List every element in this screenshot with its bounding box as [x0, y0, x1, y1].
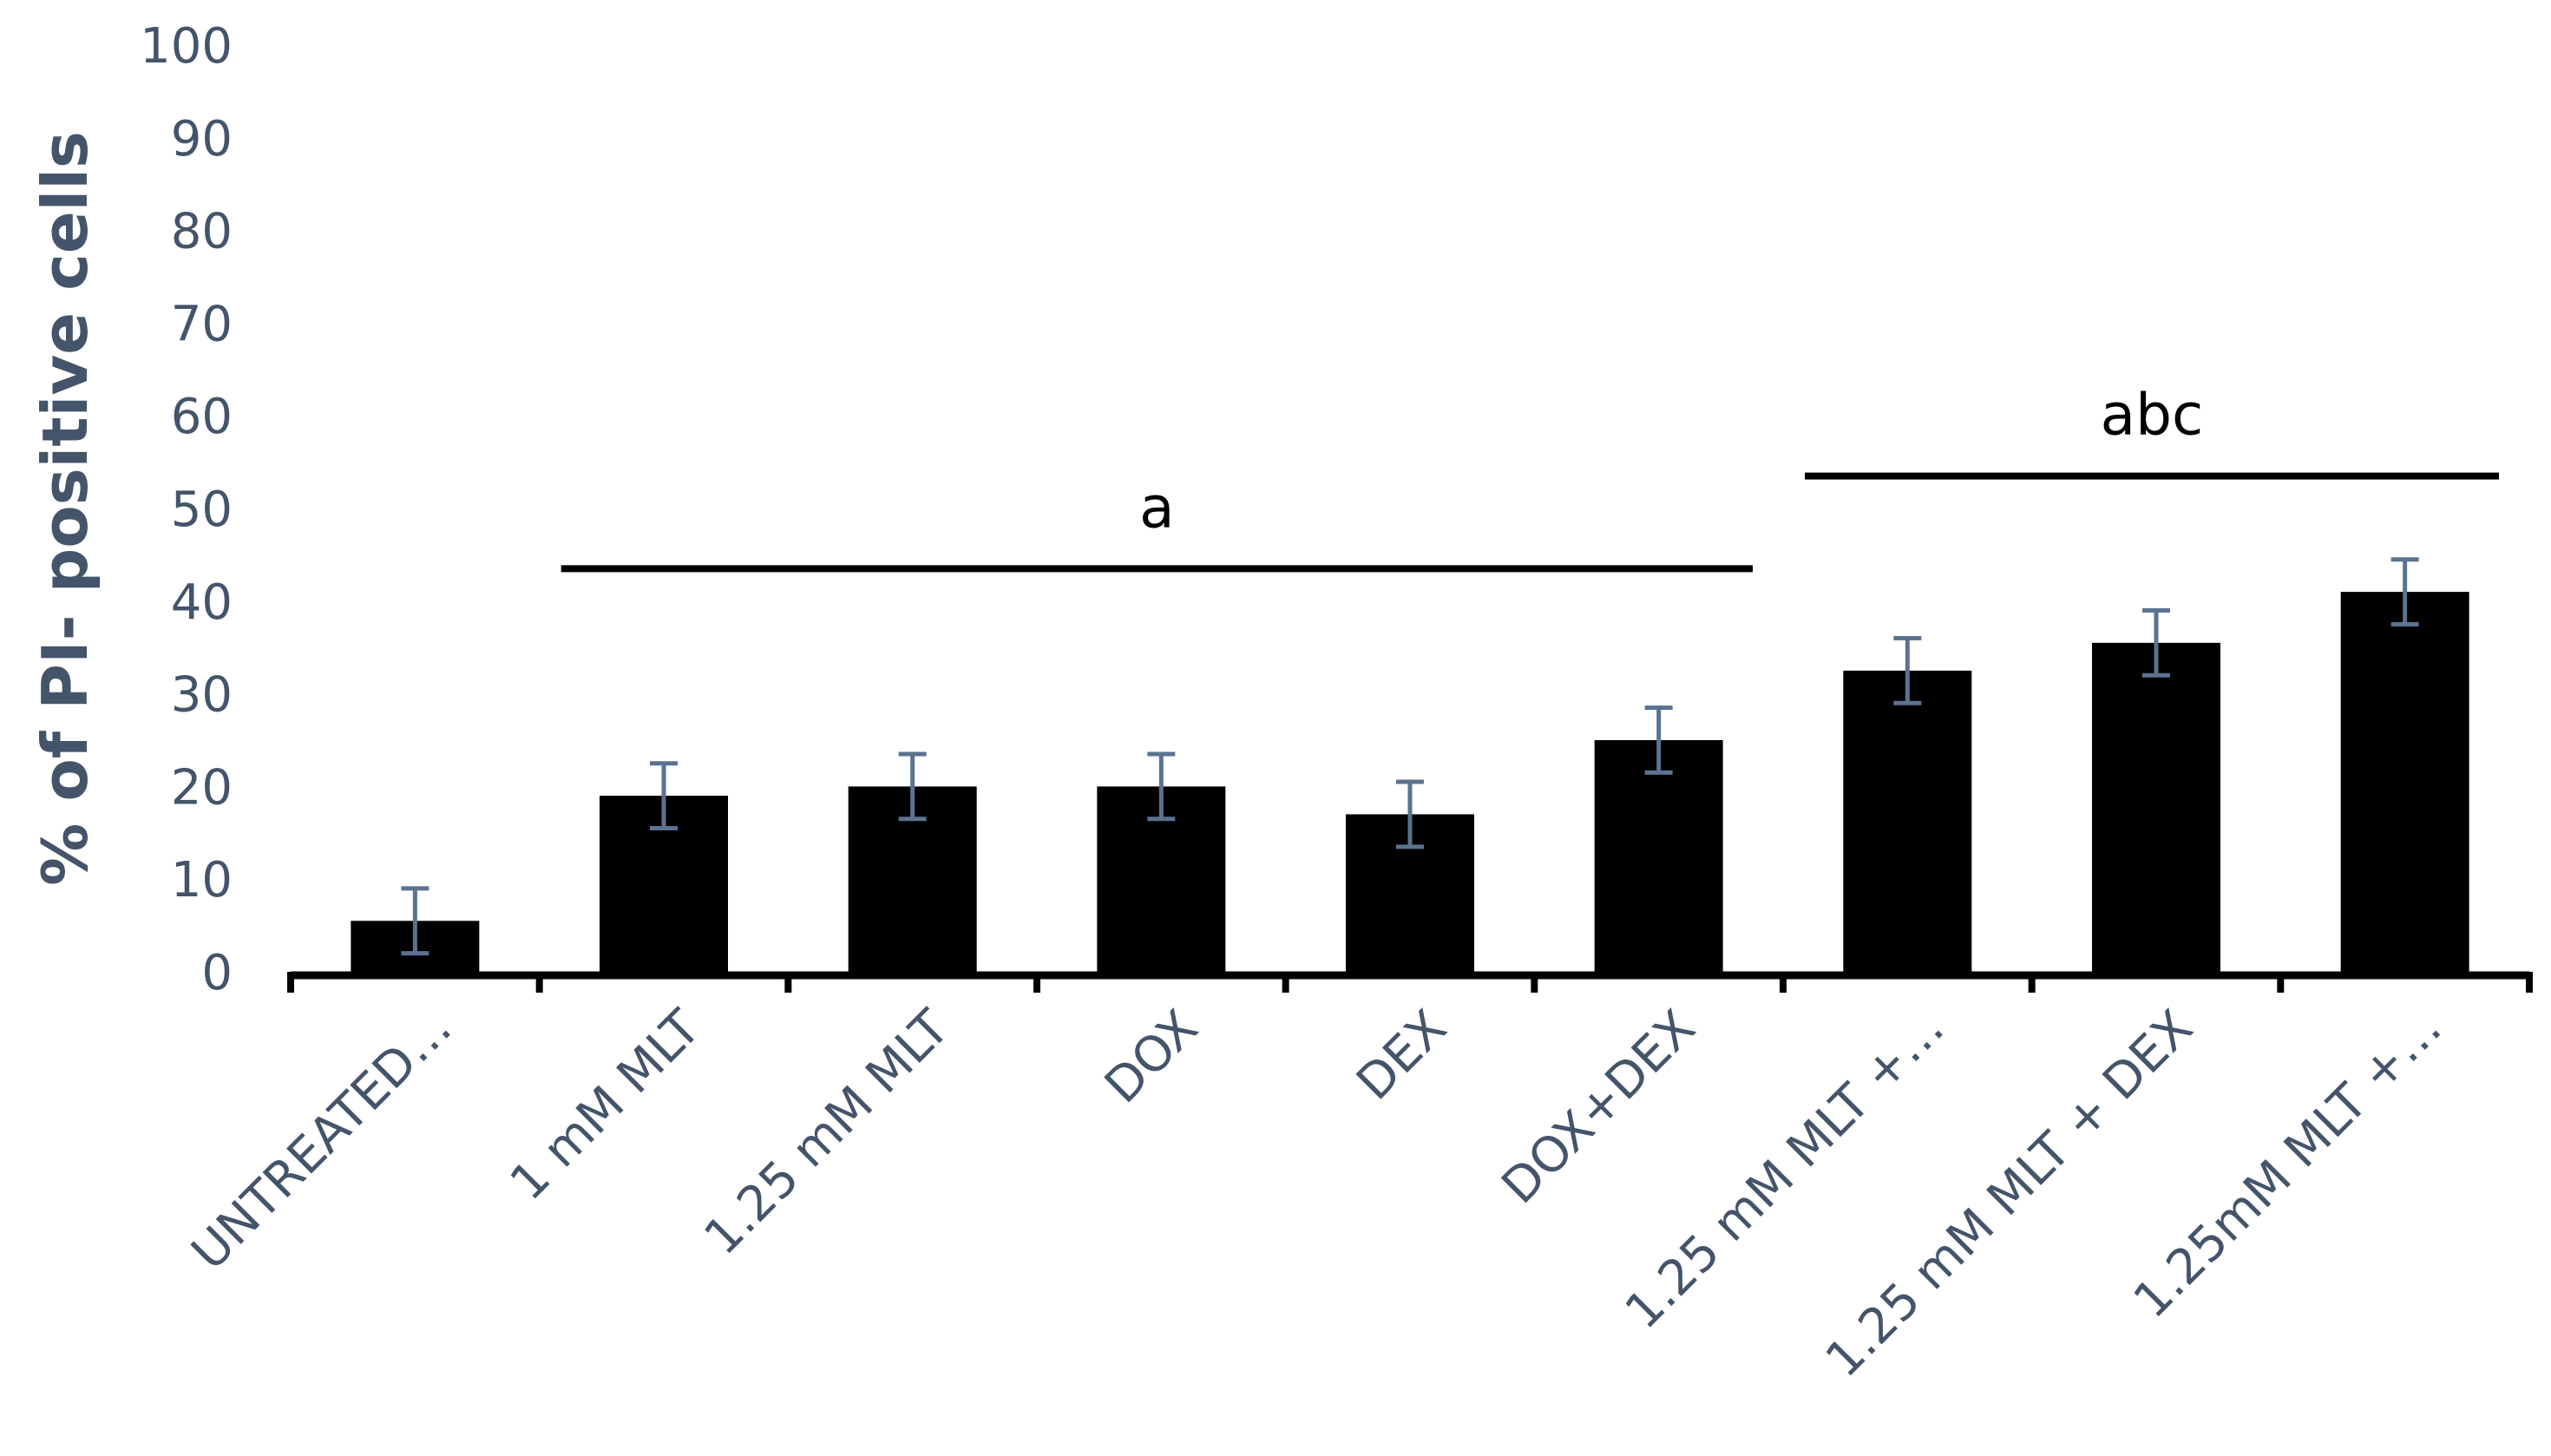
y-tick-label: 90 [171, 111, 233, 167]
bar [2092, 642, 2220, 972]
bar [1594, 740, 1723, 972]
significance-label: abc [2101, 382, 2204, 449]
bar [1843, 670, 1972, 972]
y-tick-label: 70 [171, 296, 233, 352]
y-tick-label: 10 [171, 852, 233, 908]
y-tick-label: 0 [201, 945, 233, 1001]
y-tick-label: 100 [140, 18, 233, 75]
bar [2340, 592, 2469, 972]
y-tick-label: 20 [171, 759, 233, 816]
significance-label: a [1139, 474, 1174, 541]
x-category-label: UNTREATED… [181, 1000, 463, 1282]
x-category-label: 1.25 mM MLT [694, 999, 961, 1266]
y-axis-label: % of PI- positive cells [29, 131, 102, 886]
x-category-label: DOX+DEX [1492, 1000, 1707, 1215]
y-tick-label: 80 [171, 204, 233, 260]
x-category-label: 1 mM MLT [500, 999, 712, 1211]
y-tick-label: 60 [171, 389, 233, 445]
x-category-label: DOX [1094, 1000, 1209, 1114]
x-category-label: DEX [1346, 1000, 1458, 1112]
y-tick-label: 30 [171, 667, 233, 724]
y-tick-label: 40 [171, 574, 233, 631]
y-tick-label: 50 [171, 482, 233, 538]
